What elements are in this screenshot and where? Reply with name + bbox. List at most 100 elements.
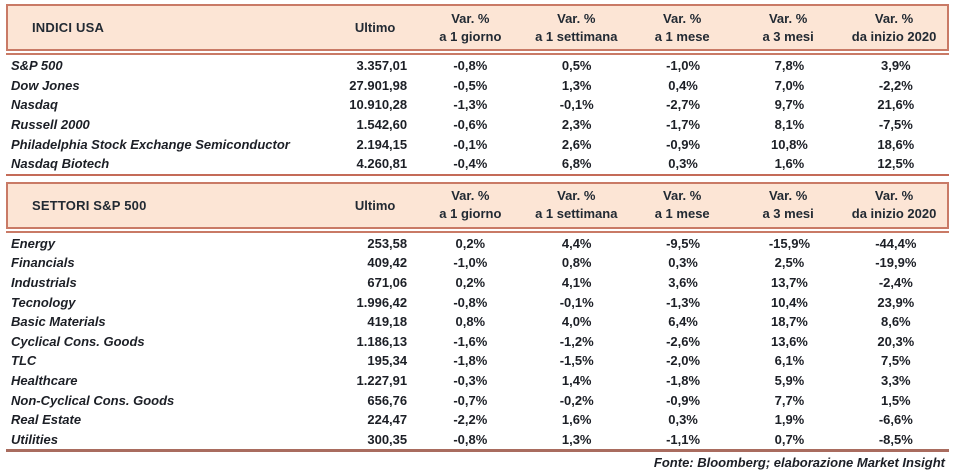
row-label: TLC	[11, 353, 37, 369]
var-header-line2: a 3 mesi	[762, 206, 814, 222]
last-price: 195,34	[367, 353, 408, 369]
row-label: S&P 500	[11, 58, 63, 74]
var-value: 21,6%	[877, 97, 915, 113]
table-row: Utilities 300,35 -0,8% 1,3% -1,1% 0,7% -8,5%	[6, 430, 949, 450]
var-value: -19,9%	[875, 255, 917, 271]
var-header-inizio-2020: Var. % da inizio 2020	[841, 10, 947, 46]
var-value: 0,5%	[561, 58, 592, 74]
var-header-line2: a 3 mesi	[762, 28, 814, 44]
var-value: -1,3%	[666, 294, 701, 310]
var-value: 20,3%	[877, 333, 915, 349]
var-value: -1,0%	[666, 58, 701, 74]
var-value: 10,4%	[771, 294, 808, 310]
var-value: 7,8%	[774, 58, 805, 74]
settori-sp500-header-band: SETTORI S&P 500 Ultimo Var. % a 1 giorno…	[6, 181, 949, 229]
var-value: -0,8%	[453, 58, 488, 74]
row-label: Nasdaq	[11, 97, 58, 113]
var-value: -2,2%	[453, 412, 488, 428]
var-header-line2: a 1 settimana	[535, 28, 618, 44]
row-label: Russell 2000	[11, 117, 90, 133]
table-title: INDICI USA	[32, 20, 105, 35]
var-value: 7,0%	[774, 77, 805, 93]
var-value: 7,7%	[774, 392, 805, 408]
header-double-rule	[6, 53, 949, 55]
var-header-line2: a 1 settimana	[535, 206, 618, 222]
last-price: 1.542,60	[356, 117, 408, 133]
last-price: 409,42	[367, 255, 408, 271]
var-header-3-mesi: Var. % a 3 mesi	[735, 187, 841, 223]
var-header-line2: da inizio 2020	[851, 28, 937, 44]
table-row: Basic Materials 419,18 0,8% 4,0% 6,4% 18,7% 8,…	[6, 312, 949, 332]
var-value: 0,3%	[668, 255, 698, 271]
var-value: 1,6%	[774, 156, 805, 172]
var-value: -2,0%	[666, 353, 701, 369]
var-value: 6,8%	[561, 156, 592, 172]
var-value: -0,1%	[453, 136, 488, 152]
var-value: 1,9%	[774, 412, 805, 428]
var-value: 4,4%	[561, 235, 592, 251]
var-header-line1: Var. %	[663, 188, 702, 204]
var-value: 2,6%	[561, 136, 592, 152]
indici-usa-header-band: INDICI USA Ultimo Var. % a 1 giorno Var.…	[6, 4, 949, 51]
table-row: Nasdaq Biotech 4.260,81 -0,4% 6,8% 0,3% 1,6% 1…	[6, 154, 949, 174]
last-price: 1.227,91	[356, 373, 408, 389]
last-price: 1.186,13	[356, 333, 408, 349]
var-value: -0,6%	[453, 117, 488, 133]
indici-usa-table: INDICI USA Ultimo Var. % a 1 giorno Var.…	[6, 4, 949, 176]
var-value: -2,7%	[666, 97, 701, 113]
var-value: -0,7%	[453, 392, 488, 408]
var-value: 4,1%	[561, 275, 592, 291]
last-price: 27.901,98	[349, 77, 408, 93]
var-value: -1,5%	[559, 353, 594, 369]
table-row: Russell 2000 1.542,60 -0,6% 2,3% -1,7% 8,1% -7…	[6, 115, 949, 135]
row-label: Tecnology	[11, 294, 76, 310]
var-value: -1,0%	[453, 255, 488, 271]
var-value: 2,5%	[774, 255, 805, 271]
row-label: Philadelphia Stock Exchange Semiconducto…	[11, 136, 290, 152]
var-header-line1: Var. %	[557, 188, 596, 204]
var-value: -0,9%	[666, 392, 701, 408]
var-value: -0,1%	[559, 97, 594, 113]
var-value: -0,8%	[453, 431, 488, 447]
var-header-line1: Var. %	[557, 10, 596, 26]
var-value: 8,1%	[774, 117, 805, 133]
last-price: 300,35	[367, 431, 408, 447]
var-value: 0,4%	[668, 77, 698, 93]
row-label: Healthcare	[11, 373, 78, 389]
var-header-line1: Var. %	[663, 10, 702, 26]
table-title: SETTORI S&P 500	[32, 197, 147, 213]
table-row: Nasdaq 10.910,28 -1,3% -0,1% -2,7% 9,7% 21,6%	[6, 95, 949, 115]
var-value: 3,3%	[880, 373, 911, 389]
var-value: -0,5%	[453, 77, 488, 93]
table-row: Non-Cyclical Cons. Goods 656,76 -0,7% -0,2%…	[6, 390, 949, 410]
var-value: 8,6%	[880, 314, 911, 330]
var-value: -0,9%	[666, 136, 701, 152]
var-value: 4,0%	[561, 314, 592, 330]
last-price: 2.194,15	[356, 136, 408, 152]
table-row: Dow Jones 27.901,98 -0,5% 1,3% 0,4% 7,0% -2,2%	[6, 76, 949, 96]
var-header-line1: Var. %	[874, 10, 914, 26]
var-header-line1: Var. %	[451, 188, 490, 204]
var-header-line1: Var. %	[874, 188, 914, 204]
var-value: 2,3%	[561, 117, 592, 133]
table-row: Energy 253,58 0,2% 4,4% -9,5% -15,9% -44,4%	[6, 234, 949, 254]
var-value: -7,5%	[878, 117, 913, 133]
last-price: 4.260,81	[356, 156, 408, 172]
settori-sp500-body: Energy 253,58 0,2% 4,4% -9,5% -15,9% -44,4% Fin…	[6, 233, 949, 450]
var-value: -8,5%	[878, 431, 913, 447]
var-header-line2: da inizio 2020	[851, 206, 937, 222]
var-header-line1: Var. %	[768, 10, 808, 26]
var-value: 3,6%	[668, 275, 698, 291]
var-value: -2,2%	[878, 77, 913, 93]
var-value: 6,1%	[774, 353, 805, 369]
var-value: 23,9%	[877, 294, 915, 310]
ultimo-column-header: Ultimo	[354, 197, 396, 213]
var-value: -0,8%	[453, 294, 488, 310]
var-value: 18,6%	[877, 136, 915, 152]
var-header-line2: a 1 giorno	[439, 206, 502, 222]
var-value: 0,3%	[668, 156, 698, 172]
row-label: Dow Jones	[11, 77, 80, 93]
var-value: 18,7%	[771, 314, 808, 330]
var-value: -2,6%	[666, 333, 701, 349]
var-value: 6,4%	[668, 314, 698, 330]
